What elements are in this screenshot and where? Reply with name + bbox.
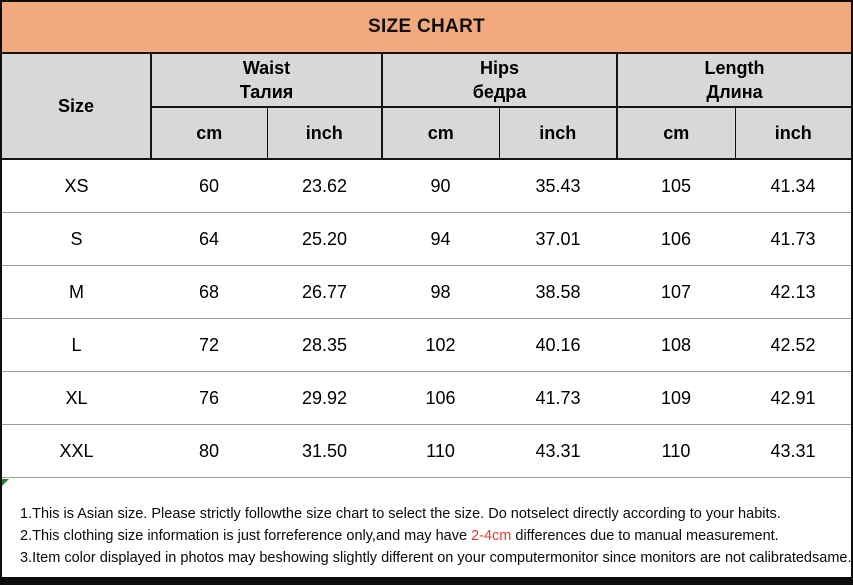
value-cell: 42.52 <box>735 318 851 372</box>
unit-header-length-inch: inch <box>734 107 851 160</box>
value-cell: 64 <box>151 212 267 266</box>
value-cell: 41.73 <box>735 212 851 266</box>
value-cell: 94 <box>382 212 499 266</box>
value-cell: 28.35 <box>267 318 382 372</box>
value-cell: 108 <box>617 318 735 372</box>
value-cell: 42.13 <box>735 265 851 319</box>
value-cell: 35.43 <box>499 159 617 213</box>
size-chart-table: Size Waist Талия Hips бедра Length Длина… <box>2 54 851 478</box>
value-cell: 23.62 <box>267 159 382 213</box>
size-cell: XS <box>2 159 151 213</box>
value-cell: 107 <box>617 265 735 319</box>
value-cell: 98 <box>382 265 499 319</box>
length-label-ru: Длина <box>706 82 763 102</box>
note-text: 3.Item color displayed in photos may bes… <box>20 550 852 566</box>
table-row: M 68 26.77 98 38.58 107 42.13 <box>2 265 851 319</box>
note-line-3: 3.Item color displayed in photos may bes… <box>20 547 851 569</box>
column-header-size: Size <box>2 54 151 160</box>
waist-label-ru: Талия <box>239 82 294 102</box>
excel-corner-artifact <box>2 479 9 486</box>
unit-header-hips-cm: cm <box>381 107 499 160</box>
size-cell: XL <box>2 371 151 425</box>
value-cell: 41.73 <box>499 371 617 425</box>
value-cell: 40.16 <box>499 318 617 372</box>
value-cell: 106 <box>382 371 499 425</box>
table-row: L 72 28.35 102 40.16 108 42.52 <box>2 318 851 372</box>
column-group-waist: Waist Талия <box>150 54 382 108</box>
page-title: SIZE CHART <box>368 16 485 37</box>
note-text: 2.This clothing size information is just… <box>20 528 472 544</box>
note-line-2: 2.This clothing size information is just… <box>20 525 851 547</box>
header-row-groups: Size Waist Талия Hips бедра Length Длина <box>2 54 851 160</box>
value-cell: 90 <box>382 159 499 213</box>
value-cell: 31.50 <box>267 424 382 478</box>
value-cell: 38.58 <box>499 265 617 319</box>
table-row: S 64 25.20 94 37.01 106 41.73 <box>2 212 851 266</box>
value-cell: 60 <box>151 159 267 213</box>
value-cell: 29.92 <box>267 371 382 425</box>
header-row-units: cm inch cm inch cm inch <box>2 107 851 160</box>
value-cell: 110 <box>382 424 499 478</box>
value-cell: 25.20 <box>267 212 382 266</box>
waist-label-en: Waist <box>242 58 291 78</box>
length-label-en: Length <box>704 58 765 78</box>
size-cell: S <box>2 212 151 266</box>
column-group-length: Length Длина <box>616 54 851 108</box>
size-chart-banner: SIZE CHART <box>2 2 851 54</box>
value-cell: 72 <box>151 318 267 372</box>
size-cell: L <box>2 318 151 372</box>
value-cell: 76 <box>151 371 267 425</box>
hips-label-ru: бедра <box>472 82 527 102</box>
note-line-1: 1.This is Asian size. Please strictly fo… <box>20 503 851 525</box>
value-cell: 43.31 <box>499 424 617 478</box>
unit-header-waist-cm: cm <box>150 107 267 160</box>
value-cell: 26.77 <box>267 265 382 319</box>
size-notes: 1.This is Asian size. Please strictly fo… <box>2 478 851 569</box>
value-cell: 110 <box>617 424 735 478</box>
table-row: XL 76 29.92 106 41.73 109 42.91 <box>2 371 851 425</box>
table-row: XXL 80 31.50 110 43.31 110 43.31 <box>2 424 851 478</box>
value-cell: 42.91 <box>735 371 851 425</box>
value-cell: 109 <box>617 371 735 425</box>
note-highlight: 2-4cm <box>471 528 512 544</box>
unit-header-length-cm: cm <box>616 107 735 160</box>
value-cell: 37.01 <box>499 212 617 266</box>
bottom-black-bar <box>2 577 851 585</box>
value-cell: 105 <box>617 159 735 213</box>
note-text: differences due to manual measurement. <box>511 528 779 544</box>
note-text: 1.This is Asian size. Please strictly fo… <box>20 506 781 522</box>
value-cell: 80 <box>151 424 267 478</box>
value-cell: 106 <box>617 212 735 266</box>
unit-header-waist-inch: inch <box>266 107 382 160</box>
value-cell: 41.34 <box>735 159 851 213</box>
column-group-hips: Hips бедра <box>381 54 617 108</box>
size-cell: M <box>2 265 151 319</box>
table-row: XS 60 23.62 90 35.43 105 41.34 <box>2 159 851 213</box>
unit-header-hips-inch: inch <box>498 107 617 160</box>
value-cell: 102 <box>382 318 499 372</box>
hips-label-en: Hips <box>479 58 519 78</box>
value-cell: 68 <box>151 265 267 319</box>
size-cell: XXL <box>2 424 151 478</box>
value-cell: 43.31 <box>735 424 851 478</box>
